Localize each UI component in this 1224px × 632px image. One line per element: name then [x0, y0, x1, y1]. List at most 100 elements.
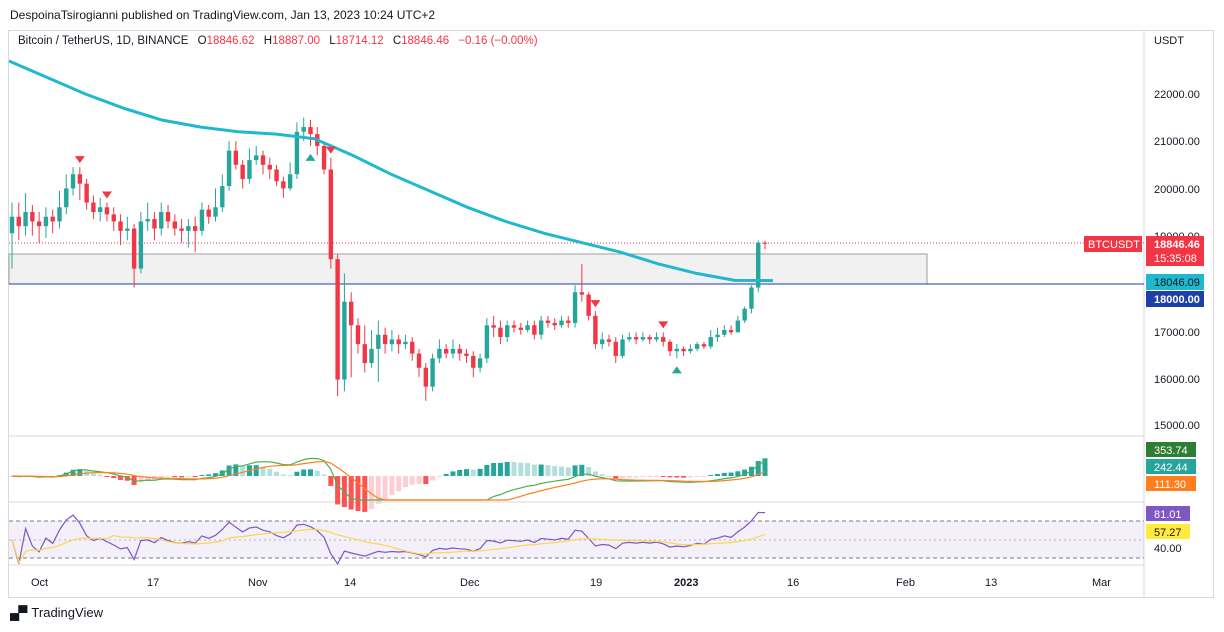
candle-body [525, 325, 530, 330]
candle-body [308, 127, 313, 135]
candle-body [518, 327, 523, 330]
candle-body [722, 330, 727, 335]
candle-body [57, 207, 62, 222]
candle-body [403, 341, 408, 345]
macd-histogram-bar [213, 473, 219, 476]
x-tick: Oct [31, 577, 48, 589]
candle-body [50, 216, 55, 222]
macd-histogram-bar [653, 476, 659, 477]
candle-body [505, 325, 510, 338]
candle-body [613, 341, 618, 356]
macd-histogram-bar [613, 476, 619, 479]
candle-body [654, 337, 659, 340]
symbol-tag-text: BTCUSDT [1088, 239, 1140, 251]
x-tick: 16 [787, 577, 799, 589]
candle-body [457, 348, 462, 354]
candle-body [410, 341, 415, 354]
signals-group [74, 146, 682, 374]
rsi-ma-text: 57.27 [1154, 527, 1182, 539]
symbol-tag-badge [1084, 236, 1142, 252]
candle-body [715, 334, 720, 338]
macd-histogram-bar [674, 476, 680, 478]
macd-signal-text: 111.30 [1154, 479, 1186, 491]
macd-histogram-bar [240, 465, 246, 476]
macd-histogram-bar [484, 465, 490, 476]
candle-body [348, 301, 354, 326]
macd-histogram-bar [138, 476, 144, 483]
low-value: 18714.12 [335, 35, 384, 47]
macd-histogram-bar [660, 476, 666, 477]
macd-histogram-bar [328, 476, 334, 486]
candle-body [260, 155, 266, 165]
candle-body [274, 169, 279, 182]
price-badge-text: 18846.46 [1154, 239, 1200, 251]
open-value: 18846.62 [206, 35, 255, 47]
countdown-text: 15:35:08 [1154, 253, 1197, 265]
candle-body [23, 212, 28, 227]
candle-body [192, 226, 198, 231]
macd-histogram-bar [375, 476, 381, 504]
moving-average-line[interactable] [8, 59, 774, 283]
candle-body [708, 337, 713, 347]
macd-histogram-bar [518, 462, 524, 476]
macd-histogram-bar [97, 474, 103, 476]
macd-histogram-bar [620, 476, 626, 479]
x-tick: Feb [896, 577, 915, 589]
macd-histogram-bar [735, 471, 741, 476]
macd-histogram-bar [179, 476, 185, 478]
candle-body [423, 367, 429, 387]
candle-body [355, 325, 361, 345]
candle-body [450, 348, 456, 354]
macd-histogram-bar [633, 476, 639, 478]
macd-histogram-bar [124, 476, 130, 481]
candle-body [667, 341, 673, 352]
tradingview-logo-icon: ▄▀ [10, 605, 27, 620]
macd-histogram-bar [233, 464, 239, 476]
macd-line-text: 242.44 [1154, 462, 1188, 474]
candle-body [572, 292, 578, 323]
macd-histogram-bar [389, 476, 395, 496]
x-tick: Nov [248, 577, 268, 589]
sell-signal-icon [590, 300, 601, 308]
candle-body [36, 221, 42, 227]
ma-badge-text: 18046.09 [1154, 277, 1200, 289]
candle-body [226, 150, 232, 187]
symbol-title[interactable]: Bitcoin / TetherUS, 1D, BINANCE [18, 35, 189, 47]
macd-histogram-bar [77, 469, 83, 476]
macd-histogram-bar [199, 475, 205, 477]
candle-body [681, 348, 686, 352]
macd-histogram-bar [145, 476, 151, 481]
macd-histogram-bar [640, 476, 646, 478]
macd-histogram-bar [131, 476, 137, 485]
candle-body [376, 334, 381, 349]
macd-signal-badge [1146, 476, 1196, 491]
macd-histogram-bar [565, 467, 571, 476]
consolidation-zone[interactable] [8, 253, 928, 285]
candle-body [179, 228, 184, 231]
macd-histogram-bar [647, 476, 653, 477]
macd-histogram-bar [172, 476, 178, 478]
rsi-badge [1146, 506, 1190, 521]
candle-body [593, 315, 598, 345]
macd-histogram-bar [111, 476, 117, 478]
buy-signal-icon [305, 153, 316, 161]
candle-body [165, 212, 171, 222]
rsi-ma-badge [1146, 524, 1190, 539]
macd-histogram-bar [572, 465, 578, 476]
candle-body [254, 155, 259, 161]
publish-info: DespoinaTsirogianni published on Trading… [10, 8, 436, 22]
candle-body [152, 219, 157, 229]
candle-body [77, 174, 83, 184]
chart-legend: Bitcoin / TetherUS, 1D, BINANCE O18846.6… [18, 35, 538, 47]
x-tick: Mar [1092, 577, 1111, 589]
candle-body [728, 330, 734, 333]
candle-body [477, 358, 483, 368]
candle-body [186, 226, 191, 231]
close-value: 18846.46 [401, 35, 450, 47]
rsi-tick: 40.00 [1154, 543, 1182, 555]
candle-body [247, 160, 252, 179]
candle-body [206, 209, 211, 217]
candle-body [640, 337, 646, 340]
candle-body [484, 325, 490, 359]
